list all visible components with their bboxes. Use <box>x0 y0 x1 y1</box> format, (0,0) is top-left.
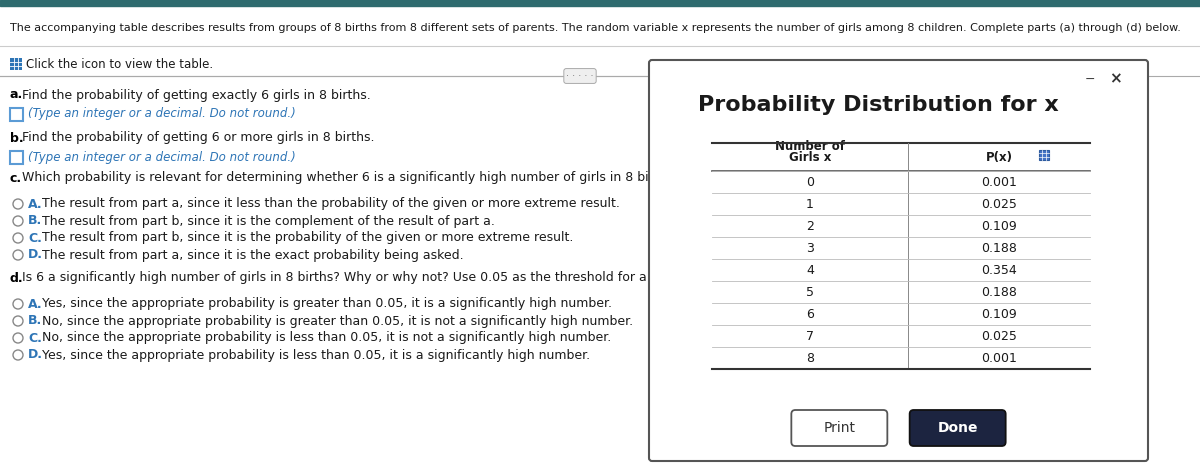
Text: C.: C. <box>28 331 42 344</box>
Text: d.: d. <box>10 271 24 285</box>
Text: Click the icon to view the table.: Click the icon to view the table. <box>26 58 214 71</box>
FancyBboxPatch shape <box>649 60 1148 461</box>
Text: 0.188: 0.188 <box>982 285 1016 299</box>
Text: 5: 5 <box>806 285 814 299</box>
Text: Girls x: Girls x <box>788 151 832 164</box>
Text: No, since the appropriate probability is less than 0.05, it is not a significant: No, since the appropriate probability is… <box>42 331 611 344</box>
Text: The accompanying table describes results from groups of 8 births from 8 differen: The accompanying table describes results… <box>10 23 1181 33</box>
Text: 2: 2 <box>806 219 814 233</box>
Text: Yes, since the appropriate probability is greater than 0.05, it is a significant: Yes, since the appropriate probability i… <box>42 298 612 310</box>
Text: P(x): P(x) <box>985 152 1013 164</box>
Text: B.: B. <box>28 314 42 328</box>
Text: Number of: Number of <box>775 140 845 153</box>
Text: b.: b. <box>10 132 24 145</box>
Text: 0.109: 0.109 <box>982 307 1016 321</box>
Bar <box>1039 150 1049 160</box>
Text: ×: × <box>1109 72 1121 87</box>
Text: The result from part a, since it less than the probability of the given or more : The result from part a, since it less th… <box>42 197 620 211</box>
Text: Find the probability of getting 6 or more girls in 8 births.: Find the probability of getting 6 or mor… <box>22 132 374 145</box>
Text: c.: c. <box>10 171 22 184</box>
Text: 3: 3 <box>806 241 814 255</box>
Bar <box>0 0 1200 6</box>
Text: 6: 6 <box>806 307 814 321</box>
Text: D.: D. <box>28 249 43 262</box>
Text: 4: 4 <box>806 263 814 277</box>
Text: 0.354: 0.354 <box>982 263 1016 277</box>
Text: · · · · ·: · · · · · <box>566 71 594 81</box>
Text: 0.025: 0.025 <box>982 197 1016 211</box>
Bar <box>10 151 23 164</box>
Text: No, since the appropriate probability is greater than 0.05, it is not a signific: No, since the appropriate probability is… <box>42 314 634 328</box>
Text: −: − <box>1085 73 1096 86</box>
Text: Find the probability of getting exactly 6 girls in 8 births.: Find the probability of getting exactly … <box>22 88 371 102</box>
Text: Yes, since the appropriate probability is less than 0.05, it is a significantly : Yes, since the appropriate probability i… <box>42 349 590 361</box>
Text: 0.025: 0.025 <box>982 329 1016 343</box>
Bar <box>10 58 22 70</box>
Text: B.: B. <box>28 214 42 227</box>
Text: a.: a. <box>10 88 23 102</box>
Text: 0.001: 0.001 <box>982 176 1016 189</box>
Text: The result from part b, since it is the complement of the result of part a.: The result from part b, since it is the … <box>42 214 494 227</box>
Text: 0.109: 0.109 <box>982 219 1016 233</box>
Text: (Type an integer or a decimal. Do not round.): (Type an integer or a decimal. Do not ro… <box>28 108 295 120</box>
Text: (Type an integer or a decimal. Do not round.): (Type an integer or a decimal. Do not ro… <box>28 151 295 163</box>
Text: 0.001: 0.001 <box>982 351 1016 365</box>
Text: The result from part b, since it is the probability of the given or more extreme: The result from part b, since it is the … <box>42 232 574 244</box>
Text: 8: 8 <box>806 351 814 365</box>
FancyBboxPatch shape <box>791 410 887 446</box>
Text: 0.188: 0.188 <box>982 241 1016 255</box>
Text: Is 6 a significantly high number of girls in 8 births? Why or why not? Use 0.05 : Is 6 a significantly high number of girl… <box>22 271 760 285</box>
Text: Print: Print <box>823 421 856 435</box>
Bar <box>10 108 23 121</box>
Text: Done: Done <box>937 421 978 435</box>
Text: Which probability is relevant for determining whether 6 is a significantly high : Which probability is relevant for determ… <box>22 171 900 184</box>
Text: D.: D. <box>28 349 43 361</box>
Text: 0: 0 <box>806 176 814 189</box>
Text: 1: 1 <box>806 197 814 211</box>
Text: 7: 7 <box>806 329 814 343</box>
FancyBboxPatch shape <box>910 410 1006 446</box>
Text: Probability Distribution for x: Probability Distribution for x <box>698 95 1058 115</box>
Text: C.: C. <box>28 232 42 244</box>
Text: A.: A. <box>28 298 43 310</box>
Text: A.: A. <box>28 197 43 211</box>
Text: The result from part a, since it is the exact probability being asked.: The result from part a, since it is the … <box>42 249 463 262</box>
